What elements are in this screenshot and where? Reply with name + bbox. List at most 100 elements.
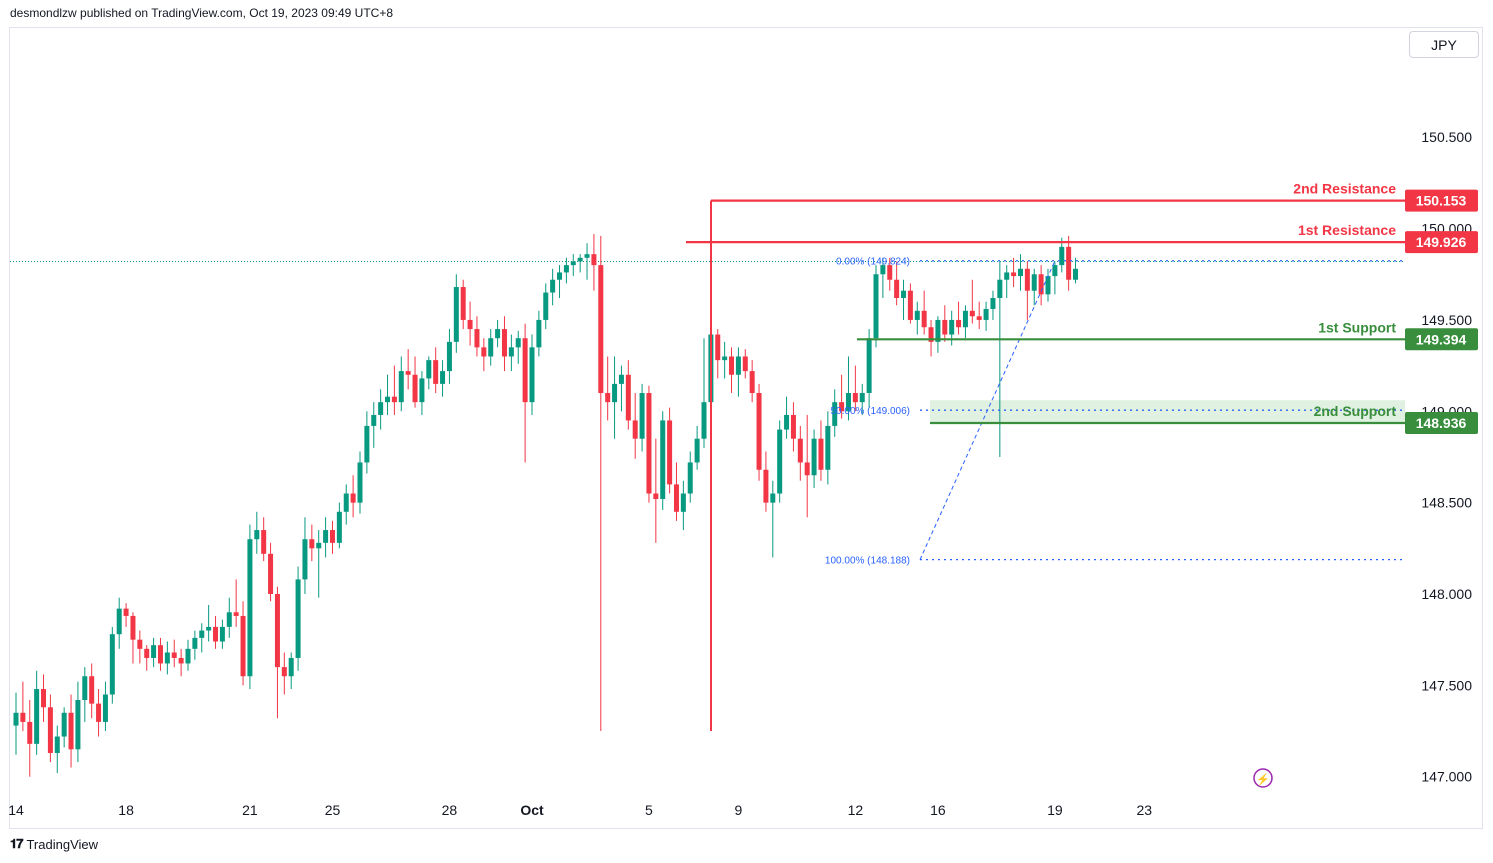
candle-body xyxy=(680,493,686,512)
y-tick-label: 147.000 xyxy=(1421,769,1472,785)
candle-body xyxy=(426,360,432,379)
candle-body xyxy=(350,493,356,503)
candle-body xyxy=(137,639,143,649)
candle-body xyxy=(722,356,728,361)
candle-body xyxy=(770,493,776,503)
candle-body xyxy=(804,462,810,476)
candle-body xyxy=(446,341,452,372)
candle-body xyxy=(495,329,501,339)
candle-body xyxy=(735,356,741,375)
candle-body xyxy=(784,414,790,430)
level-label: 2nd Support xyxy=(1314,403,1397,419)
candle-body xyxy=(364,425,370,463)
candle-body xyxy=(151,645,157,658)
candle-body xyxy=(1052,265,1058,277)
candle-body xyxy=(171,652,177,658)
publisher-header: desmondlzw published on TradingView.com,… xyxy=(10,6,394,20)
candle-body xyxy=(316,542,322,549)
candle-body xyxy=(54,736,60,753)
candle-body xyxy=(13,712,19,726)
candle-body xyxy=(75,699,81,750)
candle-body xyxy=(1031,274,1037,291)
candle-body xyxy=(1004,272,1010,280)
candle-body xyxy=(749,371,755,394)
x-tick-label: 25 xyxy=(325,802,341,818)
candle-body xyxy=(557,272,563,280)
candle-body xyxy=(247,539,253,677)
candle-body xyxy=(632,420,638,439)
candle-body xyxy=(1024,268,1030,291)
x-tick-label: 18 xyxy=(118,802,134,818)
candle-body xyxy=(852,393,858,403)
candle-body xyxy=(453,287,459,342)
currency-selector[interactable]: JPY xyxy=(1409,31,1479,58)
candle-body xyxy=(536,319,542,348)
candle-body xyxy=(34,689,40,744)
tradingview-logo-icon: 𝟏𝟕 xyxy=(10,836,24,851)
candle-body xyxy=(673,484,679,512)
candle-body xyxy=(625,374,631,421)
candle-body xyxy=(164,652,170,664)
candle-body xyxy=(116,608,122,635)
level-label: 1st Resistance xyxy=(1298,222,1396,238)
candle-body xyxy=(612,383,618,403)
candle-body xyxy=(288,657,294,677)
candle-body xyxy=(962,310,968,328)
price-badge-label: 149.394 xyxy=(1416,331,1467,347)
candle-body xyxy=(336,511,342,543)
candle-body xyxy=(577,257,583,262)
candle-body xyxy=(646,393,652,494)
price-badge-label: 148.936 xyxy=(1416,415,1467,431)
tradingview-branding[interactable]: 𝟏𝟕 TradingView xyxy=(10,836,98,852)
candle-body xyxy=(653,493,659,499)
candle-body xyxy=(756,393,762,470)
price-badge-label: 149.926 xyxy=(1416,234,1467,250)
candle-body xyxy=(371,414,377,426)
candle-body xyxy=(914,310,920,320)
candle-body xyxy=(818,438,824,470)
candle-body xyxy=(969,310,975,317)
support-zone xyxy=(930,400,1405,423)
candle-body xyxy=(1017,268,1023,277)
fib-trend-line xyxy=(919,260,1056,560)
candle-body xyxy=(89,676,95,704)
candle-body xyxy=(584,254,590,258)
candle-body xyxy=(694,438,700,463)
candle-body xyxy=(935,319,941,342)
candle-body xyxy=(777,429,783,494)
candle-body xyxy=(1011,272,1017,277)
candle-body xyxy=(385,396,391,403)
candle-body xyxy=(522,338,528,403)
level-label: 1st Support xyxy=(1318,319,1396,335)
candle-body xyxy=(811,438,817,476)
lightning-icon xyxy=(1253,768,1273,788)
candle-body xyxy=(192,637,198,649)
x-tick-label: 28 xyxy=(442,802,458,818)
candle-body xyxy=(618,374,624,384)
candle-body xyxy=(976,316,982,320)
candle-body xyxy=(949,319,955,335)
candle-body xyxy=(419,378,425,403)
candle-body xyxy=(894,279,900,299)
candle-body xyxy=(825,425,831,470)
candle-body xyxy=(845,393,851,412)
candle-body xyxy=(639,393,645,439)
x-tick-label: Oct xyxy=(520,802,544,818)
x-tick-label: 5 xyxy=(645,802,653,818)
price-badge-label: 150.153 xyxy=(1416,193,1467,209)
candle-body xyxy=(591,254,597,266)
x-tick-label: 14 xyxy=(8,802,24,818)
candle-body xyxy=(1059,246,1065,266)
y-tick-label: 148.000 xyxy=(1421,586,1472,602)
candle-body xyxy=(921,310,927,328)
candle-body xyxy=(467,319,473,330)
candle-body xyxy=(254,530,260,540)
x-tick-label: 21 xyxy=(242,802,258,818)
candle-body xyxy=(859,393,865,403)
candle-body xyxy=(515,338,521,348)
candle-body xyxy=(742,356,748,372)
level-label: 2nd Resistance xyxy=(1293,181,1396,197)
candle-body xyxy=(797,438,803,463)
candle-body xyxy=(701,402,707,439)
